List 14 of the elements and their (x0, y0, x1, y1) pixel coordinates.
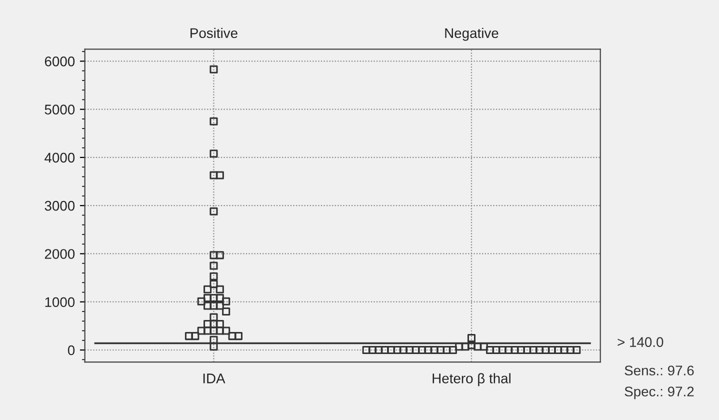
text: Spec.: 97.2 (624, 386, 694, 400)
y-tick-label: 5000 (44, 104, 75, 114)
text: Sens.: 97.6 (624, 366, 694, 376)
text: Positive (190, 28, 238, 38)
y-tick-label: 4000 (44, 152, 75, 163)
y-tick-label: 6000 (44, 56, 75, 66)
ref-line-label: > 140.0 (618, 337, 664, 347)
y-tick-label: 2000 (44, 249, 75, 259)
x-tick-label: Hetero β thal (432, 373, 510, 386)
y-tick-label: 3000 (44, 200, 75, 211)
text: Negative (445, 28, 498, 41)
y-tick-label: 1000 (45, 297, 75, 308)
y-tick-label: 0 (68, 345, 75, 356)
x-tick-label: IDA (203, 374, 226, 384)
